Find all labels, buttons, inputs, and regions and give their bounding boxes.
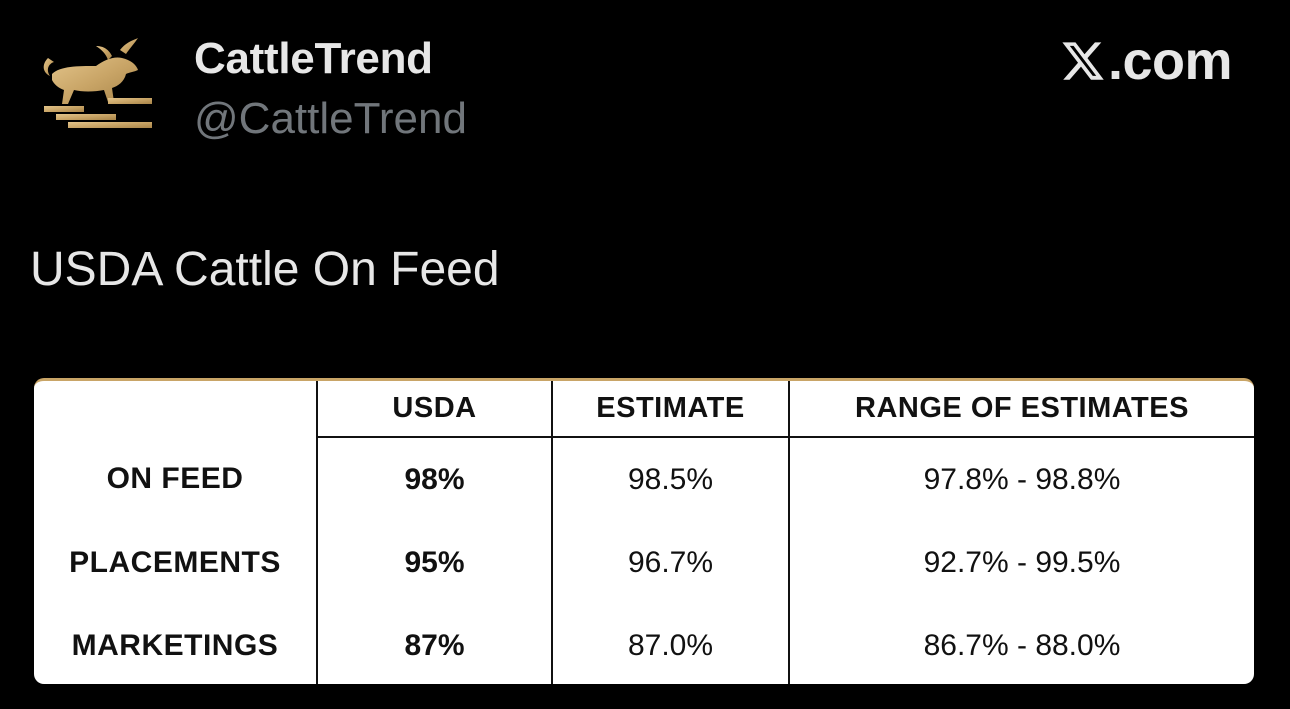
range-value: 92.7% - 99.5% xyxy=(788,521,1254,604)
header-usda: USDA xyxy=(316,381,552,438)
row-label: ON FEED xyxy=(106,462,244,495)
table-row: PLACEMENTS 95% 96.7% 92.7% - 99.5% xyxy=(34,521,1254,604)
table-header-row: USDA ESTIMATE RANGE OF ESTIMATES xyxy=(34,381,1254,438)
range-value: 97.8% - 98.8% xyxy=(788,437,1254,521)
avatar[interactable] xyxy=(38,36,158,136)
usda-value: 95% xyxy=(316,521,552,604)
table-row: MARKETINGS 87% 87.0% 86.7% - 88.0% xyxy=(34,604,1254,684)
header-blank xyxy=(34,381,317,437)
author-display-name[interactable]: CattleTrend xyxy=(194,34,433,83)
estimate-value: 98.5% xyxy=(551,437,789,521)
gold-bull-logo-icon xyxy=(43,38,152,128)
header-estimate: ESTIMATE xyxy=(551,381,789,438)
usda-value: 87% xyxy=(316,604,552,684)
table-row: ON FEED 98% 98.5% 97.8% - 98.8% xyxy=(34,437,1254,521)
row-label: PLACEMENTS xyxy=(69,545,281,579)
range-value: 86.7% - 88.0% xyxy=(788,604,1254,684)
estimate-value: 87.0% xyxy=(551,604,789,684)
x-com-badge: .com xyxy=(1060,30,1233,92)
x-com-text: .com xyxy=(1107,31,1233,91)
x-logo-icon xyxy=(1062,42,1104,80)
cattle-on-feed-table-image[interactable]: USDA ESTIMATE RANGE OF ESTIMATES ON FEED… xyxy=(34,378,1254,684)
cattle-on-feed-table: USDA ESTIMATE RANGE OF ESTIMATES ON FEED… xyxy=(34,381,1254,684)
usda-value: 98% xyxy=(316,437,552,521)
post-text: USDA Cattle On Feed xyxy=(30,243,500,296)
header-range: RANGE OF ESTIMATES xyxy=(788,381,1254,438)
estimate-value: 96.7% xyxy=(551,521,789,604)
author-handle[interactable]: @CattleTrend xyxy=(194,94,467,143)
row-label: MARKETINGS xyxy=(71,628,279,662)
